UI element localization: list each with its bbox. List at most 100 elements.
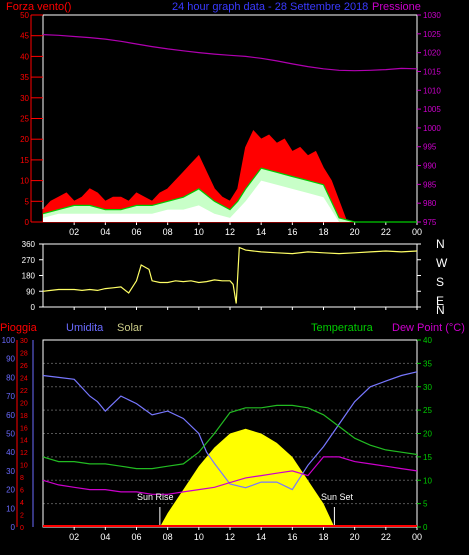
temperature-label: Temperatura: [311, 322, 374, 334]
pressure-axis-label: Pressione: [372, 1, 421, 13]
humidity-tick-label: 40: [6, 448, 15, 457]
temperature-line: [42, 404, 418, 470]
pressure-tick-label: 1005: [423, 105, 441, 114]
temperature-tick-label: 25: [423, 406, 432, 415]
wind-direction-line: [42, 246, 418, 304]
pressure-tick-label: 980: [423, 199, 437, 208]
p1-x-tick-label: 00: [412, 227, 422, 237]
p3-x-tick-label: 04: [100, 532, 110, 542]
p3-x-tick-label: 06: [131, 532, 141, 542]
humidity-tick-label: 50: [6, 430, 15, 439]
p3-x-tick-label: 20: [350, 532, 360, 542]
rain-tick-label: 16: [20, 425, 28, 432]
pressure-tick-label: 1010: [423, 86, 441, 95]
solar-label: Solar: [117, 322, 143, 334]
wind-average-line: [42, 167, 417, 223]
temperature-tick-label: 10: [423, 476, 432, 485]
wind-tick-label: 50: [20, 11, 29, 20]
p1-x-tick-label: 10: [194, 227, 204, 237]
temperature-tick-label: 20: [423, 430, 432, 439]
wind-direction-panel: 0 90 180 270 360: [22, 240, 421, 312]
temperature-tick-label: 30: [423, 383, 432, 392]
humidity-label: Umidita: [66, 322, 104, 334]
p2-plot-frame: [42, 243, 418, 308]
wind-tick-label: 35: [20, 73, 29, 82]
pressure-line: [42, 34, 418, 72]
rain-tick-label: 22: [20, 388, 28, 395]
wind-tick-label: 10: [20, 177, 29, 186]
humidity-tick-label: 70: [6, 392, 15, 401]
pressure-tick-label: 1015: [423, 67, 441, 76]
pressure-tick-label: 1020: [423, 49, 441, 58]
sunrise-label: Sun Rise: [137, 492, 174, 502]
wind-axis-label: Forza vento(): [6, 1, 71, 13]
rain-tick-label: 12: [20, 450, 28, 457]
humidity-tick-label: 80: [6, 373, 15, 382]
rain-tick-label: 30: [20, 338, 28, 345]
direction-tick-label: 0: [31, 303, 36, 312]
pressure-tick-label: 990: [423, 162, 437, 171]
rain-tick-label: 18: [20, 413, 28, 420]
rain-tick-label: 4: [20, 500, 24, 507]
rain-tick-label: 6: [20, 488, 24, 495]
rain-tick-label: 10: [20, 463, 28, 470]
wind-tick-label: 45: [20, 32, 29, 41]
compass-e: E: [436, 294, 444, 308]
p3-x-tick-label: 14: [256, 532, 266, 542]
rain-tick-label: 8: [20, 475, 24, 482]
p3-x-tick-label: 12: [225, 532, 235, 542]
compass-w: W: [436, 256, 448, 270]
direction-tick-label: 270: [22, 256, 36, 265]
compass-labels: N W S E N: [436, 237, 448, 317]
pressure-tick-label: 1025: [423, 30, 441, 39]
rain-tick-label: 14: [20, 438, 28, 445]
wind-tick-label: 20: [20, 135, 29, 144]
dewpoint-line: [42, 456, 418, 495]
p3-x-tick-label: 00: [412, 532, 422, 542]
p3-x-tick-label: 02: [69, 532, 79, 542]
compass-s: S: [436, 275, 444, 289]
p1-x-tick-label: 06: [131, 227, 141, 237]
pressure-tick-label: 1000: [423, 124, 441, 133]
direction-tick-label: 360: [22, 240, 36, 249]
p1-x-tick-label: 04: [100, 227, 110, 237]
temperature-tick-label: 5: [423, 500, 428, 509]
temperature-tick-label: 15: [423, 453, 432, 462]
rain-tick-label: 26: [20, 363, 28, 370]
pressure-tick-label: 995: [423, 143, 437, 152]
wind-min-area: [43, 180, 417, 222]
humidity-tick-label: 30: [6, 467, 15, 476]
temp-humidity-panel: 02 04 06 08 10 12 14 16 18 20 22 000246810121416182…: [2, 336, 433, 542]
p1-x-tick-label: 14: [256, 227, 266, 237]
humidity-tick-label: 100: [2, 336, 16, 345]
humidity-tick-label: 20: [6, 486, 15, 495]
direction-tick-label: 180: [22, 272, 36, 281]
wind-tick-label: 15: [20, 156, 29, 165]
p3-x-tick-label: 18: [318, 532, 328, 542]
direction-tick-label: 90: [26, 287, 35, 296]
compass-n-bottom: N: [436, 303, 445, 317]
rain-tick-label: 0: [20, 525, 24, 532]
rain-axis-label: Pioggia: [0, 322, 38, 334]
wind-tick-label: 30: [20, 94, 29, 103]
pressure-tick-label: 985: [423, 180, 437, 189]
wind-tick-label: 25: [20, 115, 29, 124]
pressure-tick-label: 975: [423, 218, 437, 227]
temperature-tick-label: 35: [423, 359, 432, 368]
rain-tick-label: 20: [20, 400, 28, 407]
temperature-tick-label: 0: [423, 523, 428, 532]
humidity-tick-label: 60: [6, 411, 15, 420]
humidity-tick-label: 0: [11, 523, 16, 532]
compass-n-top: N: [436, 237, 445, 251]
p1-x-tick-label: 12: [225, 227, 235, 237]
p3-x-tick-label: 10: [194, 532, 204, 542]
wind-pressure-panel: 02 04 06 08 10 12 14 16 18 20 22 000510152025303540…: [20, 11, 441, 237]
p1-x-tick-label: 08: [163, 227, 173, 237]
p3-x-tick-label: 16: [287, 532, 297, 542]
temperature-tick-label: 40: [423, 336, 432, 345]
rain-tick-label: 28: [20, 350, 28, 357]
wind-tick-label: 5: [25, 197, 30, 206]
rain-tick-label: 2: [20, 513, 24, 520]
dewpoint-label: Dew Point (°C): [392, 322, 465, 334]
